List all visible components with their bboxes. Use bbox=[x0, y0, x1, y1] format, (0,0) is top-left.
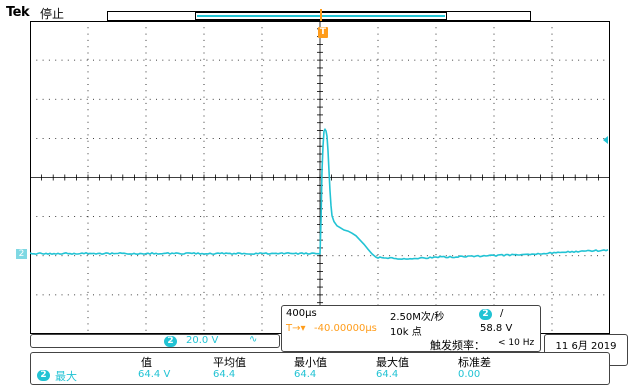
trigger-frequency-value: < 10 Hz bbox=[498, 338, 534, 348]
value-mean: 64.4 bbox=[213, 369, 235, 380]
bandwidth-limit-icon: ∿ bbox=[249, 334, 257, 345]
value-min: 64.4 bbox=[294, 369, 316, 380]
measurement-channel-badge: 2 bbox=[37, 370, 50, 381]
header-stddev: 标准差 bbox=[458, 354, 491, 370]
channel-badge: 2 bbox=[164, 336, 177, 347]
measurement-type: 最大 bbox=[55, 368, 77, 384]
trigger-offset: -40.00000μs bbox=[314, 323, 377, 334]
header-value: 值 bbox=[141, 354, 152, 370]
trigger-frequency-label: 触发频率： bbox=[430, 337, 485, 353]
header-max: 最大值 bbox=[376, 354, 409, 370]
trigger-position-marker[interactable]: T bbox=[318, 27, 328, 38]
header-min: 最小值 bbox=[294, 354, 327, 370]
timebase: 400μs bbox=[286, 308, 317, 319]
vertical-scale: 20.0 V bbox=[186, 335, 218, 346]
trigger-level-marker[interactable] bbox=[603, 136, 608, 144]
scope-screen bbox=[30, 21, 610, 334]
value-max: 64.4 bbox=[376, 369, 398, 380]
date: 11 6月 2019 bbox=[545, 337, 627, 352]
channel-scale-readout[interactable]: 2 20.0 V ∿ bbox=[30, 334, 280, 348]
record-length: 10k 点 bbox=[390, 323, 422, 338]
measurement-panel[interactable]: 2 最大 值 平均值 最小值 最大值 标准差 64.4 V 64.4 64.4 … bbox=[30, 352, 610, 385]
channel-2-ground-marker[interactable]: 2 bbox=[16, 249, 27, 259]
trigger-slope-icon: / bbox=[500, 308, 503, 319]
brand-logo: Tek bbox=[6, 5, 29, 20]
trigger-offset-prefix: T→▾ bbox=[286, 323, 306, 334]
value-stddev: 0.00 bbox=[458, 369, 480, 380]
header-mean: 平均值 bbox=[213, 354, 246, 370]
trigger-level: 58.8 V bbox=[480, 323, 512, 334]
trigger-source-badge: 2 bbox=[479, 308, 492, 320]
sample-rate: 2.50M次/秒 bbox=[390, 308, 444, 323]
value-value: 64.4 V bbox=[138, 369, 170, 380]
acquisition-readout[interactable]: 400μs 2.50M次/秒 2 / T→▾ -40.00000μs 10k 点… bbox=[281, 305, 541, 352]
acquisition-state: 停止 bbox=[40, 5, 64, 22]
